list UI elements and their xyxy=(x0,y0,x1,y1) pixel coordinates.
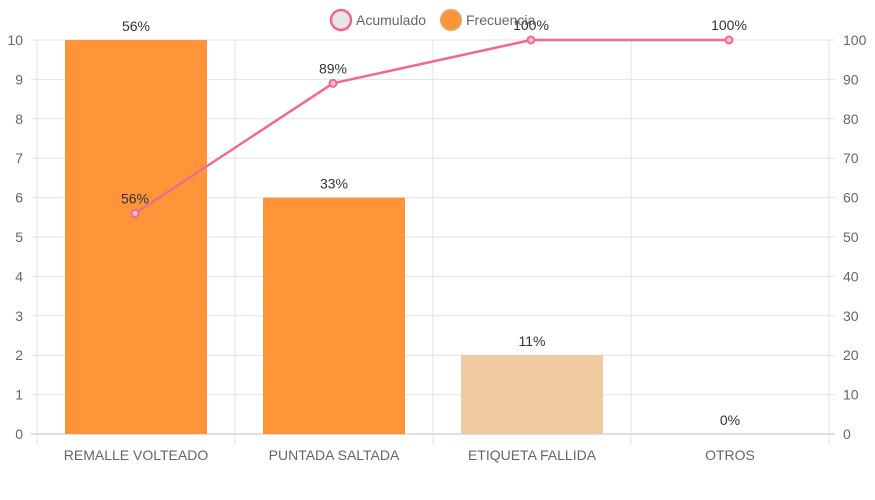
line-label: 56% xyxy=(121,190,149,206)
bar-3 xyxy=(461,355,603,434)
y-right-tick-label: 40 xyxy=(843,268,859,284)
cumulative-line xyxy=(130,35,734,218)
line-labels: 56% 89% 100% 100% xyxy=(121,17,747,206)
bar-labels: 56% 33% 11% 0% xyxy=(122,18,740,428)
y-right-tick-label: 70 xyxy=(843,150,859,166)
y-right-tick-label: 60 xyxy=(843,190,859,206)
bar-label: 33% xyxy=(320,176,348,192)
y-right-tick-label: 90 xyxy=(843,71,859,87)
legend[interactable]: Acumulado Frecuencia xyxy=(329,8,535,32)
cumulative-line-path xyxy=(134,38,729,215)
line-point xyxy=(526,35,536,45)
y-right-tick-label: 30 xyxy=(843,308,859,324)
y-left-tick-label: 10 xyxy=(7,32,23,48)
legend-frecuencia-label: Frecuencia xyxy=(466,12,535,28)
line-point xyxy=(328,78,338,88)
line-label: 89% xyxy=(319,60,347,76)
line-point xyxy=(724,35,734,45)
y-right-tick-label: 0 xyxy=(843,426,851,442)
y-left-tick-label: 8 xyxy=(15,111,23,127)
line-label: 100% xyxy=(513,17,549,33)
y-left-tick-label: 3 xyxy=(15,308,23,324)
y-left-tick-label: 4 xyxy=(15,268,23,284)
y-right-tick-label: 80 xyxy=(843,111,859,127)
y-left-tick-label: 7 xyxy=(15,150,23,166)
y-left-tick-label: 1 xyxy=(15,387,23,403)
y-right-tick-label: 100 xyxy=(843,32,867,48)
bar-2 xyxy=(263,197,405,434)
bar-label: 56% xyxy=(122,18,150,34)
y-right-tick-label: 50 xyxy=(843,229,859,245)
x-tick-label: OTROS xyxy=(705,447,755,463)
x-tick-label: ETIQUETA FALLIDA xyxy=(468,447,597,463)
y-left-tick-label: 2 xyxy=(15,347,23,363)
y-left-tick-label: 0 xyxy=(15,426,23,442)
legend-acumulado-label: Acumulado xyxy=(356,12,426,28)
bars xyxy=(65,40,603,434)
line-point xyxy=(130,208,140,218)
y-left-tick-label: 5 xyxy=(15,229,23,245)
y-right-tick-label: 10 xyxy=(843,387,859,403)
x-tick-label: PUNTADA SALTADA xyxy=(269,447,400,463)
y-left-tick-label: 9 xyxy=(15,71,23,87)
legend-acumulado-swatch xyxy=(329,8,353,32)
y-left-tick-label: 6 xyxy=(15,190,23,206)
bar-label: 11% xyxy=(519,333,546,349)
line-label: 100% xyxy=(711,17,747,33)
y-right-tick-label: 20 xyxy=(843,347,859,363)
bar-label: 0% xyxy=(720,412,740,428)
x-tick-label: REMALLE VOLTEADO xyxy=(64,447,209,463)
legend-frecuencia-swatch xyxy=(440,9,462,31)
bar-1 xyxy=(65,40,207,434)
axes: 0 0 1 10 2 20 3 30 4 40 5 50 6 60 7 70 8 80 9 90 10 100 REMALL… xyxy=(7,32,866,463)
